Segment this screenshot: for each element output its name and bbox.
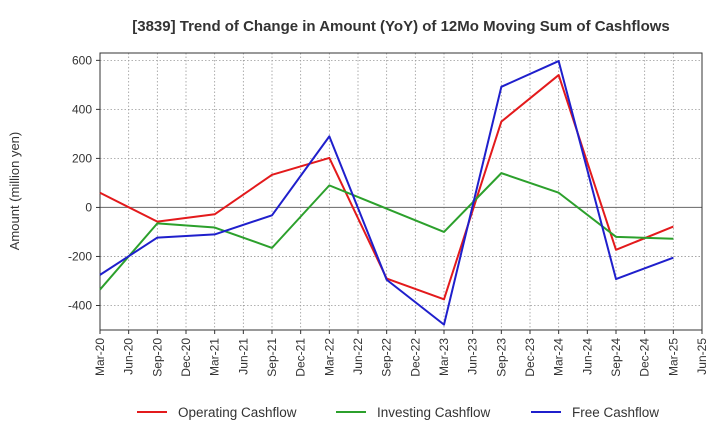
y-tick-label: -400 bbox=[68, 298, 92, 312]
x-tick-label: Sep-20 bbox=[150, 338, 164, 377]
y-tick-label: 600 bbox=[72, 53, 92, 67]
y-tick-label: -200 bbox=[68, 249, 92, 263]
x-tick-label: Sep-21 bbox=[265, 338, 279, 377]
grid bbox=[100, 53, 702, 330]
y-axis-label: Amount (million yen) bbox=[7, 132, 22, 251]
legend: Operating Cashflow Investing Cashflow Free… bbox=[137, 405, 659, 420]
x-tick-label: Mar-21 bbox=[208, 338, 222, 376]
x-tick-label: Jun-21 bbox=[236, 338, 250, 375]
x-tick-label: Dec-23 bbox=[523, 338, 537, 377]
y-tick-label: 0 bbox=[85, 200, 92, 214]
y-tick-label: 400 bbox=[72, 102, 92, 116]
x-tick-label: Mar-20 bbox=[93, 338, 107, 376]
plot-area-frame bbox=[99, 52, 703, 331]
x-tick-label: Sep-24 bbox=[609, 338, 623, 377]
free-cashflow-line bbox=[99, 60, 674, 326]
x-tick-label: Dec-20 bbox=[179, 338, 193, 377]
x-tick-label: Jun-22 bbox=[351, 338, 365, 375]
investing-cashflow-line bbox=[99, 172, 674, 291]
investing-cashflow-legend-label: Investing Cashflow bbox=[377, 405, 491, 420]
free-cashflow-legend-label: Free Cashflow bbox=[572, 405, 659, 420]
x-tick-label: Sep-22 bbox=[380, 338, 394, 377]
x-tick-label: Jun-20 bbox=[122, 338, 136, 375]
operating-cashflow-legend-label: Operating Cashflow bbox=[178, 405, 297, 420]
x-tick-label: Jun-25 bbox=[695, 338, 709, 375]
x-tick-label: Dec-22 bbox=[408, 338, 422, 377]
x-tick-label: Jun-23 bbox=[466, 338, 480, 375]
y-axis-ticks: -400 -200 0 200 400 600 bbox=[68, 53, 100, 312]
chart-title: [3839] Trend of Change in Amount (YoY) o… bbox=[132, 18, 670, 35]
x-tick-label: Mar-24 bbox=[552, 338, 566, 376]
x-tick-label: Dec-24 bbox=[638, 338, 652, 377]
series-lines bbox=[99, 60, 674, 326]
x-tick-label: Mar-23 bbox=[437, 338, 451, 376]
x-tick-label: Mar-25 bbox=[666, 338, 680, 376]
x-axis-ticks: Mar-20 Jun-20 Sep-20 Dec-20 Mar-21 Jun-21 Sep-… bbox=[93, 330, 709, 377]
x-tick-label: Dec-21 bbox=[294, 338, 308, 377]
x-tick-label: Sep-23 bbox=[494, 338, 508, 377]
x-tick-label: Mar-22 bbox=[322, 338, 336, 376]
x-tick-label: Jun-24 bbox=[580, 338, 594, 375]
y-tick-label: 200 bbox=[72, 151, 92, 165]
